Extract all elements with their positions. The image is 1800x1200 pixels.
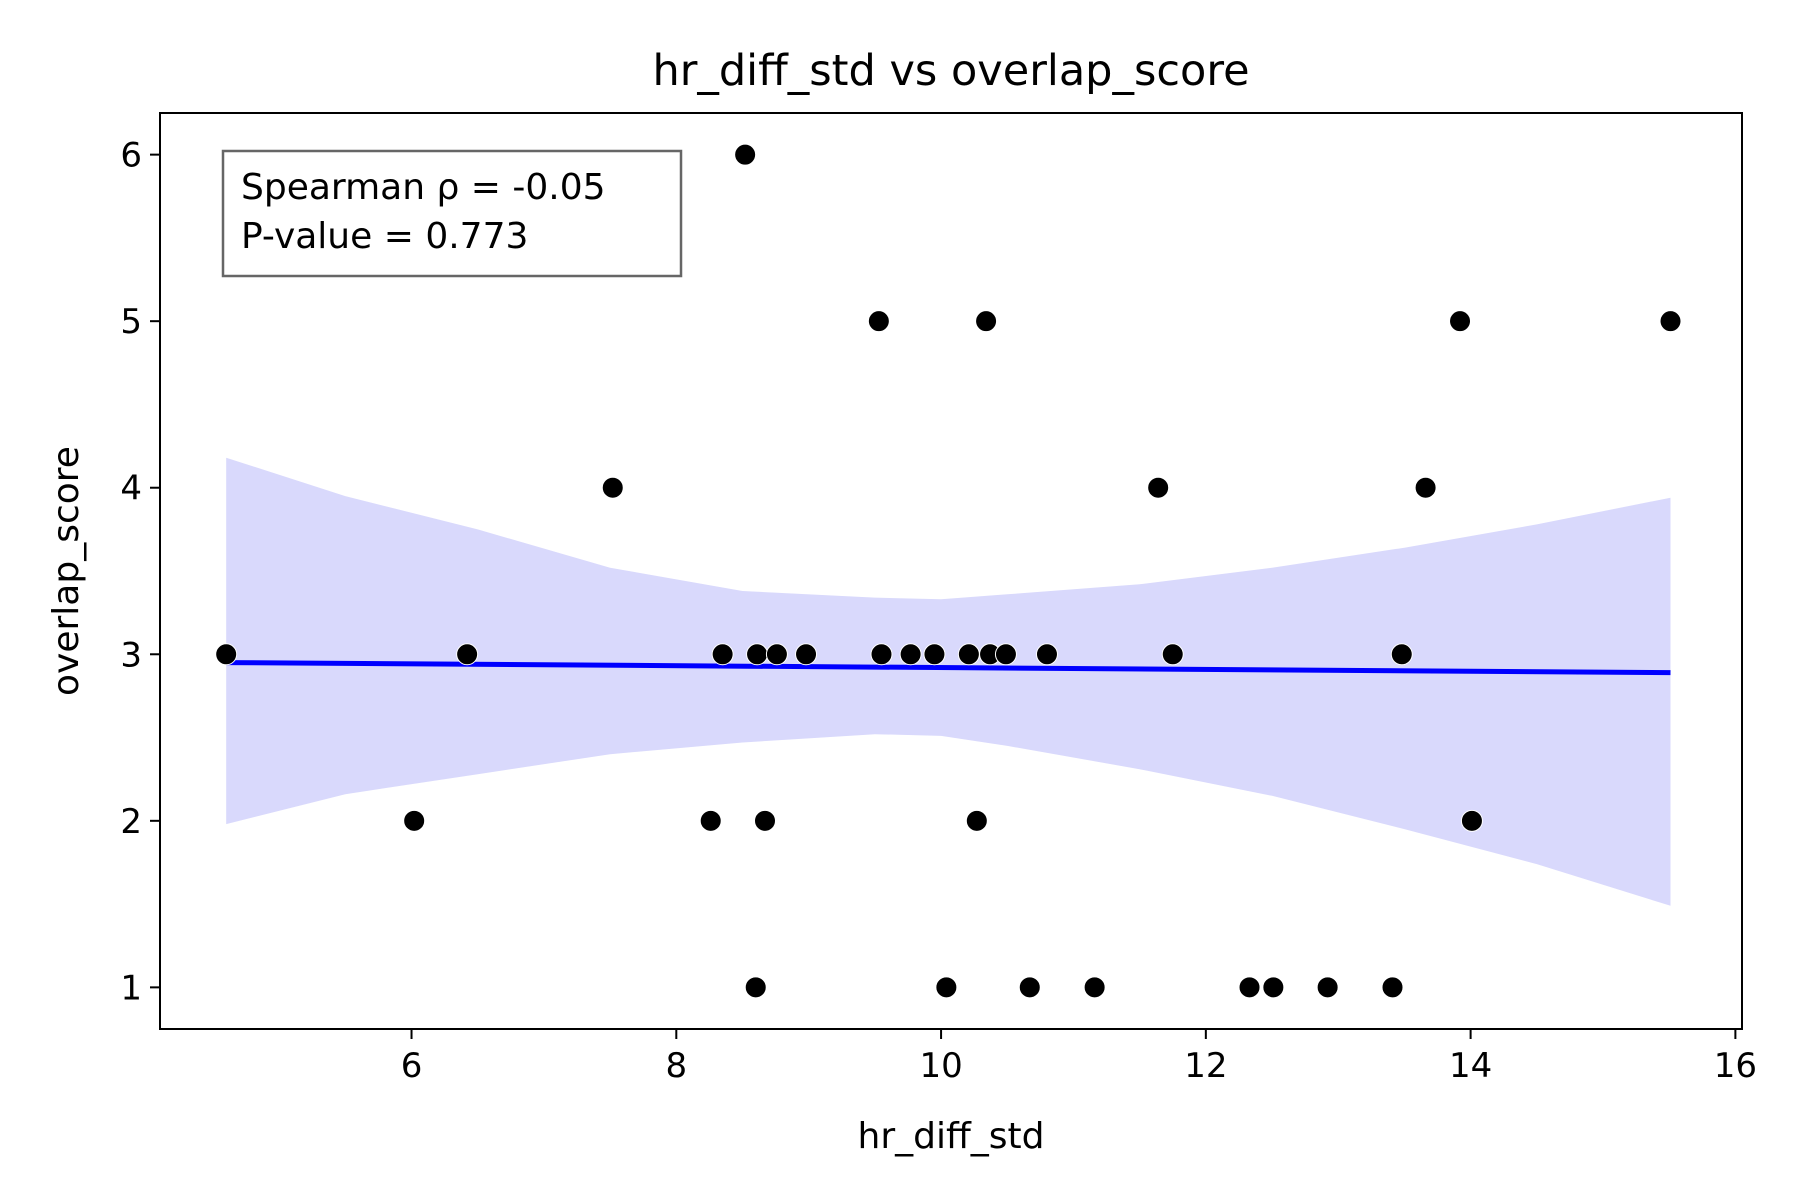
data-point [965, 809, 988, 832]
data-point [1414, 476, 1437, 499]
data-point [994, 643, 1017, 666]
data-point [765, 643, 788, 666]
data-point [1659, 310, 1682, 333]
p-value-text: P-value = 0.773 [241, 216, 528, 257]
data-point [699, 809, 722, 832]
y-axis-ticks: 1 2 3 4 5 6 [120, 136, 160, 1008]
data-point [935, 976, 958, 999]
data-point [867, 310, 890, 333]
data-point [744, 976, 767, 999]
confidence-band [226, 457, 1671, 906]
data-point [1238, 976, 1261, 999]
data-point [795, 643, 818, 666]
data-point [601, 476, 624, 499]
data-point [899, 643, 922, 666]
stats-annotation-box [221, 149, 683, 278]
data-point [746, 643, 769, 666]
y-tick-label: 5 [120, 302, 142, 342]
data-point [1390, 643, 1413, 666]
chart-title: hr_diff_std vs overlap_score [652, 46, 1249, 96]
x-axis-title: hr_diff_std [858, 1116, 1045, 1157]
data-point [1083, 976, 1106, 999]
y-tick-label: 1 [120, 968, 142, 1008]
data-point [1035, 643, 1058, 666]
stats-annotation: Spearman ρ = -0.05 P-value = 0.773 [221, 149, 683, 278]
x-tick-label: 10 [919, 1046, 962, 1086]
data-point [975, 310, 998, 333]
y-tick-label: 3 [120, 635, 142, 675]
data-point [456, 643, 479, 666]
spearman-text: Spearman ρ = -0.05 [241, 167, 606, 208]
data-points-layer [215, 143, 1682, 999]
y-tick-label: 6 [120, 136, 142, 176]
data-point [753, 809, 776, 832]
x-axis-ticks: 6 8 10 12 14 16 [401, 1029, 1757, 1086]
y-tick-label: 2 [120, 802, 142, 842]
data-point [957, 643, 980, 666]
confidence-band-layer [226, 457, 1671, 906]
x-tick-label: 6 [401, 1046, 423, 1086]
y-axis-title: overlap_score [46, 446, 87, 696]
x-tick-label: 16 [1714, 1046, 1757, 1086]
data-point [1161, 643, 1184, 666]
data-point [1262, 976, 1285, 999]
data-point [215, 643, 238, 666]
y-tick-label: 4 [120, 469, 142, 509]
x-tick-label: 14 [1449, 1046, 1492, 1086]
data-point [1460, 809, 1483, 832]
data-point [870, 643, 893, 666]
data-point [1147, 476, 1170, 499]
data-point [1449, 310, 1472, 333]
data-point [1018, 976, 1041, 999]
x-tick-label: 12 [1184, 1046, 1227, 1086]
x-tick-label: 8 [665, 1046, 687, 1086]
data-point [734, 143, 757, 166]
data-point [1316, 976, 1339, 999]
data-point [711, 643, 734, 666]
data-point [923, 643, 946, 666]
data-point [1381, 976, 1404, 999]
plot-area-frame [159, 112, 1743, 1030]
data-point [403, 809, 426, 832]
